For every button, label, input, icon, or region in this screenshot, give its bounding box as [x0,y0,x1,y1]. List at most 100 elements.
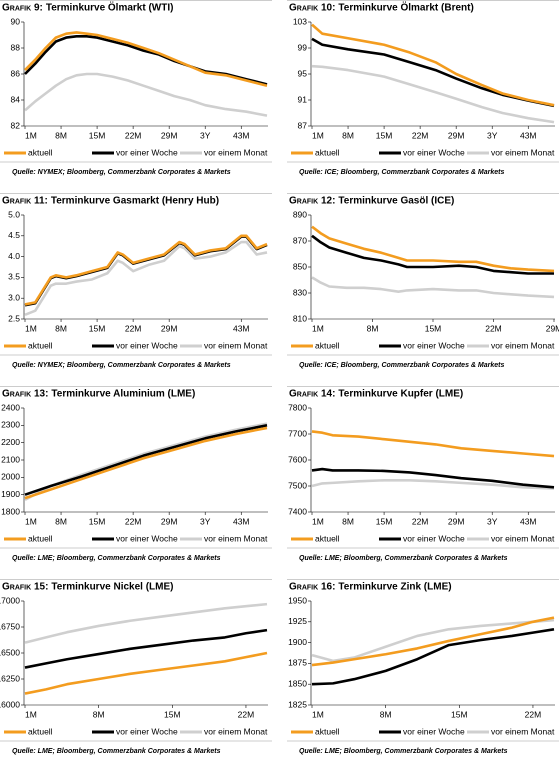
legend-label: aktuell [315,533,340,543]
y-tick-label: 1900 [1,489,20,499]
series-line [311,616,555,667]
x-tick-label: 22M [412,130,429,140]
y-tick-label: 103 [293,16,307,26]
figure-label: Grafik 15: [2,582,48,593]
y-tick-label: 5.0 [8,209,20,219]
series-line [311,467,555,489]
y-tick-label: 7500 [288,480,307,490]
x-tick-label: 15M [164,709,181,719]
y-tick-label: 870 [293,235,307,245]
legend-label: vor einer Woche [403,340,465,350]
legend-label: vor einem Monat [491,533,555,543]
x-tick-label: 8M [55,323,67,333]
x-tick-label: 22M [125,130,142,140]
x-tick-label: 3Y [487,130,498,140]
legend-label: aktuell [28,533,53,543]
series-line [24,602,268,644]
series-line [24,235,268,307]
x-tick-label: 1M [25,709,37,719]
source-note: Quelle: NYMEX; Bloomberg, Commerzbank Co… [12,362,231,369]
x-tick-label: 15M [89,130,106,140]
x-tick-label: 15M [376,130,393,140]
source-note: Quelle: ICE; Bloomberg, Commerzbank Corp… [299,169,504,176]
x-tick-label: 22M [125,323,142,333]
x-tick-label: 3Y [200,130,211,140]
figure-label: Grafik 11: [2,196,48,207]
x-tick-label: 15M [425,323,442,333]
y-tick-label: 1950 [288,595,307,605]
series-line [311,64,555,124]
y-tick-label: 1875 [288,658,307,668]
legend-label: vor einem Monat [491,340,555,350]
chart-panel: Grafik 10: Terminkurve Ölmarkt (Brent) 87 9… [287,0,559,176]
y-tick-label: 2100 [1,454,20,464]
y-tick-label: 16000 [0,699,20,709]
x-tick-label: 22M [525,709,542,719]
figure-label: Grafik 12: [289,196,335,207]
chart-title: Terminkurve Ölmarkt (WTI) [46,1,174,14]
legend-label: vor einer Woche [403,533,465,543]
figure-label: Grafik 13: [2,389,48,400]
y-tick-label: 850 [293,261,307,271]
y-tick-label: 3.5 [8,272,20,282]
legend-label: vor einem Monat [204,147,268,157]
legend-label: vor einem Monat [491,147,555,157]
legend-label: aktuell [315,726,340,736]
x-tick-label: 15M [89,323,106,333]
legend-label: vor einem Monat [204,340,268,350]
chart-title: Terminkurve Gasöl (ICE) [338,196,454,207]
x-tick-label: 15M [376,516,393,526]
chart-panel: Grafik 11: Terminkurve Gasmarkt (Henry Hu… [0,193,272,369]
series-line [24,31,268,87]
y-tick-label: 16500 [0,647,20,657]
source-note: Quelle: LME; Bloomberg, Commerzbank Corp… [12,748,221,755]
x-tick-label: 8M [342,130,354,140]
y-tick-label: 7700 [288,428,307,438]
chart-title: Terminkurve Gasmarkt (Henry Hub) [51,196,219,207]
series-line [311,478,555,490]
legend-label: aktuell [28,340,53,350]
series-line [24,426,268,500]
chart-title: Terminkurve Aluminium (LME) [51,389,195,400]
chart-title: Terminkurve Zink (LME) [338,582,451,593]
y-tick-label: 2200 [1,437,20,447]
y-tick-label: 890 [293,209,307,219]
chart-panel: Grafik 16: Terminkurve Zink (LME) 1825 1850… [287,579,559,755]
series-line [311,628,555,686]
legend-label: aktuell [28,147,53,157]
x-tick-label: 43M [233,130,250,140]
series-line [24,234,268,306]
figure-label: Grafik 9: [2,3,43,14]
legend-label: vor einer Woche [116,340,178,350]
x-tick-label: 22M [125,516,142,526]
x-tick-label: 29M [448,130,465,140]
x-tick-label: 29M [448,516,465,526]
chart-title: Terminkurve Nickel (LME) [51,582,173,593]
chart-panel: Grafik 13: Terminkurve Aluminium (LME) 180… [0,386,272,562]
x-tick-label: 8M [93,709,105,719]
source-note: Quelle: LME; Bloomberg, Commerzbank Corp… [12,555,221,562]
legend-label: vor einer Woche [403,726,465,736]
figure-label: Grafik 14: [289,389,335,400]
y-tick-label: 95 [298,68,308,78]
x-tick-label: 29M [161,130,178,140]
legend-label: vor einer Woche [116,147,178,157]
x-tick-label: 8M [55,130,67,140]
y-tick-label: 16750 [0,621,20,631]
chart-panel: Grafik 15:Terminkurve Nickel (LME) 16000 1… [0,579,272,755]
y-tick-label: 86 [11,68,21,78]
x-tick-label: 8M [55,516,67,526]
x-tick-label: 3Y [200,516,211,526]
x-tick-label: 29M [161,323,178,333]
legend-label: vor einem Monat [204,533,268,543]
x-tick-label: 8M [367,323,379,333]
x-tick-label: 43M [520,130,537,140]
y-tick-label: 1925 [288,616,307,626]
y-tick-label: 1850 [288,678,307,688]
y-tick-label: 810 [293,313,307,323]
figure-label: Grafik 10: [289,3,335,14]
y-tick-label: 90 [11,16,21,26]
x-tick-label: 15M [451,709,468,719]
y-tick-label: 7600 [288,454,307,464]
